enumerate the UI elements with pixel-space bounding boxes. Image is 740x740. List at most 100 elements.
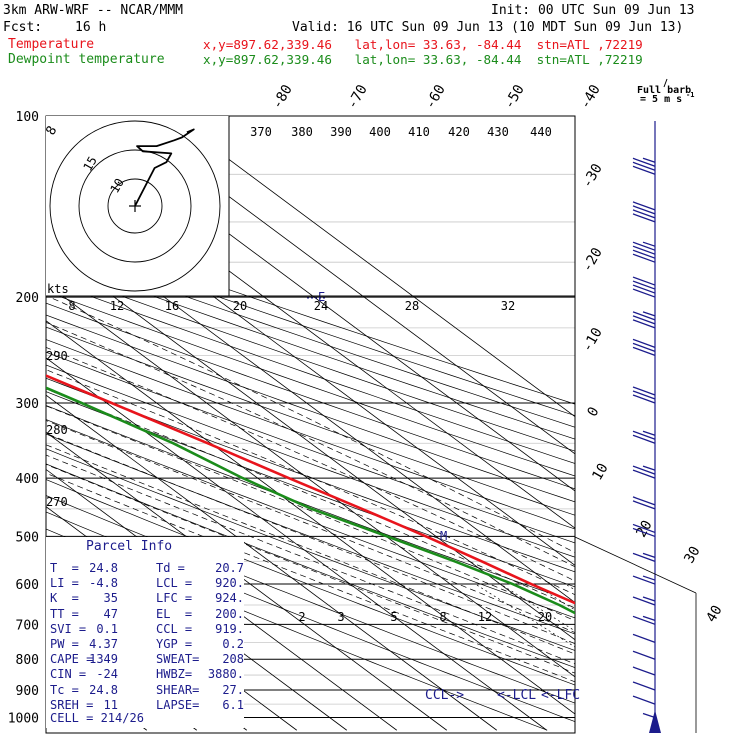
surface-wind-arrow [649,710,661,733]
dry-adiabat-line [46,302,575,490]
barb-full-flag [632,390,656,400]
barb-full-flag [632,552,656,562]
mixing-ratio-label: 5 [390,610,397,624]
parcel-info-row: LI = -4.8 LCL = 920. [50,576,244,591]
barb-half-flag [642,615,656,621]
barb-half-flag [642,575,656,581]
parcel-info-value: 0.1 [96,621,118,636]
dry-adiabat-line [46,246,575,428]
parcel-info-row: Tc = 24.8 SHEAR= 27. [50,683,244,698]
dry-adiabat-label: 270 [46,495,68,509]
barb-half-flag [642,552,656,558]
wind-barb [632,496,656,510]
dry-adiabat-line [46,257,575,440]
kts-label: kts [47,282,69,296]
barb-full-flag [632,241,656,251]
wind-barb [632,615,656,625]
isotherm-line [46,283,575,678]
parcel-info-panel: Parcel Info T = 24.8 Td = 20.7 LI = -4.8 LCL =… [46,537,244,728]
moist-adiabat-line [46,472,575,683]
moist-adiabat-line [46,444,575,655]
isotherm-label: -20 [579,245,606,275]
pressure-tick-label: 1000 [8,712,39,727]
dry-adiabat-line [46,351,575,544]
theta-e-label: 370 [250,125,272,139]
isotherm-label: -70 [344,82,371,112]
mixing-ratio-line [594,584,740,730]
barb-full-flag [632,633,656,643]
parcel-info-value: 0.2 [222,636,244,651]
forecast-label: Fcst: [3,20,43,35]
moist-adiabat-line [46,454,575,665]
parcel-info-value: 920. [215,576,244,591]
barb-full-flag [632,386,656,396]
dry-adiabat-line [46,419,575,619]
wind-barb [632,681,656,691]
barb-full-flag [632,161,656,171]
barb-full-flag [632,338,656,348]
barb-full-flag [632,650,656,660]
isotherm-label: 0 [584,404,602,419]
barb-full-flag [632,430,656,440]
parcel-info-value: 35 [103,591,118,606]
parcel-info-rows: T = 24.8 Td = 20.7 LI = -4.8 LCL = 920. K = 35 LFC… [50,561,244,713]
parcel-info-key: HWBZ= [156,667,193,682]
dry-adiabat-line [46,225,575,405]
dry-adiabat-line [46,279,575,464]
dry-adiabat-line [46,326,575,516]
full-barb-label: Full barb [637,85,691,96]
parcel-info-row: TT = 47 EL = 200. [50,607,244,622]
parcel-info-value: 208 [222,652,244,667]
parcel-info-row: SVI = 0.1 CCL = 919. [50,622,244,637]
hodograph-trace [134,128,195,207]
dry-adiabat-line [46,314,575,503]
mixing-ratio-label: 12 [478,610,492,624]
parcel-cell-motion: CELL = 214/26 [50,711,144,725]
barb-full-flag [632,213,656,223]
right-frame-diagonal [574,536,697,594]
parcel-info-key: CAPE = [50,652,94,667]
barb-full-flag [632,434,656,444]
wind-barb [632,552,656,562]
dewpoint-legend: Dewpoint temperature [8,52,165,67]
hodograph-speed-label: 20 [233,299,247,313]
parcel-info-row: SREH = 11 LAPSE= 6.1 [50,698,244,713]
hodograph-speed-label: 16 [165,299,179,313]
pressure-tick-label: 800 [16,653,39,668]
hodograph-speed-label: 32 [501,299,515,313]
barb-half-flag [642,157,656,163]
barb-half-flag [642,712,656,719]
parcel-info-value: 24.8 [89,682,118,697]
barb-full-flag [632,249,656,259]
grid-lines [46,116,740,731]
dry-adiabat-line [46,235,575,416]
parcel-info-value: -24 [96,667,118,682]
parcel-info-row: K = 35 LFC = 924. [50,591,244,606]
wind-barb [632,430,656,444]
moist-adiabat-line [46,464,575,674]
barb-full-flag [632,615,656,625]
parcel-info-key: PW = [50,636,79,651]
dry-adiabat-label: 290 [46,349,68,363]
parcel-info-key: CCL = [156,621,193,636]
barb-full-flag [632,575,656,585]
pressure-tick-label: 100 [16,110,39,125]
full-barb-sample [663,78,668,88]
parcel-info-key: Tc = [50,682,79,697]
moist-adiabat-line [46,405,575,622]
barb-full-flag [632,527,656,538]
barb-full-flag [632,523,656,534]
dry-adiabat-line [46,268,575,452]
dry-adiabat-line [46,405,575,603]
isotherm-line [46,431,448,731]
isotherm-line [46,245,575,641]
dewpoint-line [46,386,575,615]
mixing-ratio-label: 2 [298,610,305,624]
hodograph-speed-label: 28 [405,299,419,313]
barb-half-flag [642,311,656,317]
parcel-info-value: 6.1 [222,697,244,712]
storm-motion-label: E [318,290,325,304]
barb-half-flag [642,430,656,436]
parcel-info-value: 919. [215,621,244,636]
